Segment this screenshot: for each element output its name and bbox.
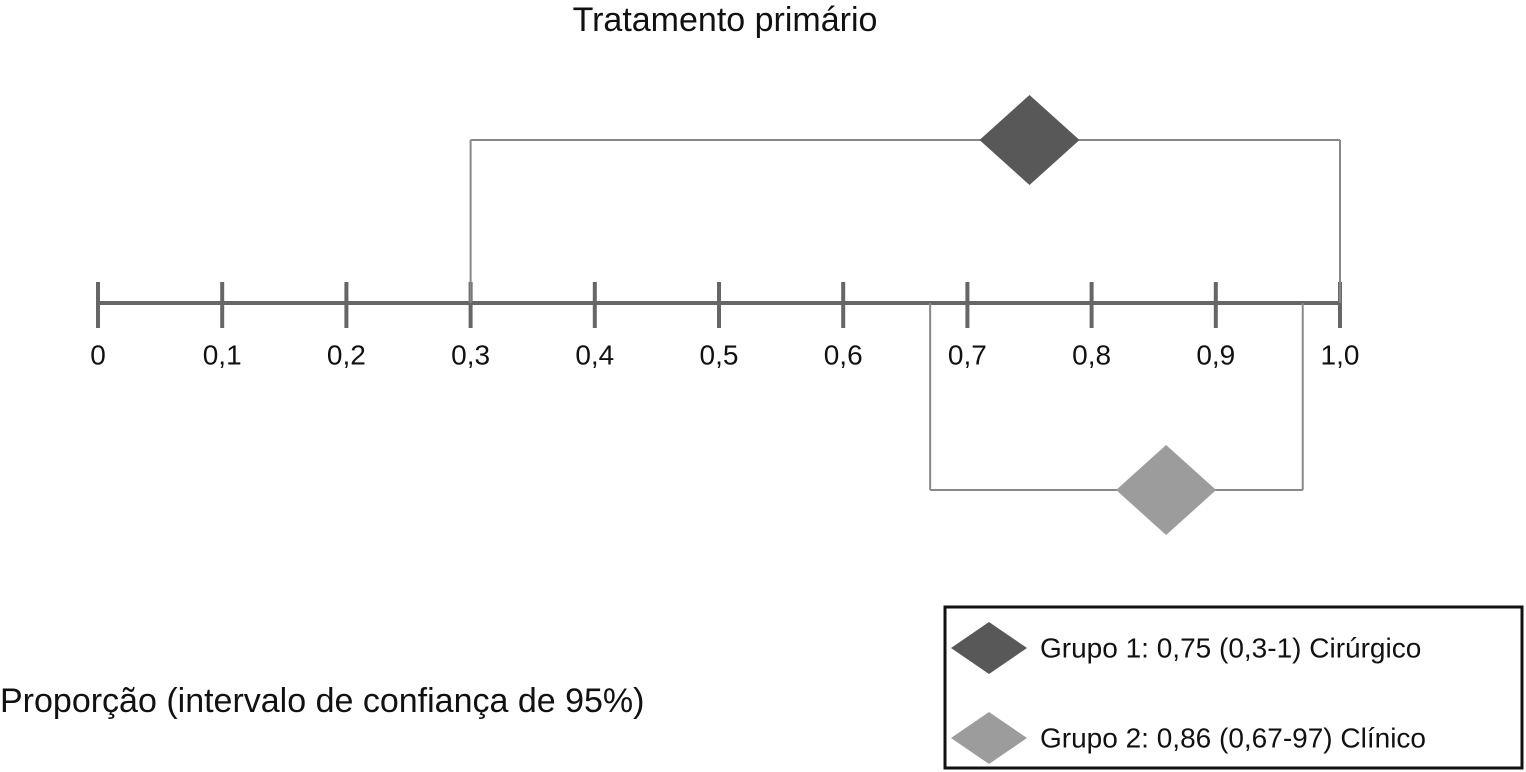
point-estimate: [1116, 445, 1217, 535]
legend-marker: [951, 712, 1027, 764]
x-tick-label: 0,3: [451, 339, 490, 370]
legend-label: Grupo 2: 0,86 (0,67-97) Clínico: [1040, 722, 1426, 753]
x-tick-label: 0,4: [575, 339, 614, 370]
legend-box: [943, 605, 1524, 770]
x-tick-label: 0: [90, 339, 106, 370]
x-tick-label: 0,9: [1196, 339, 1235, 370]
chart-title: Tratamento primário: [573, 1, 878, 39]
x-tick-label: 0,2: [327, 339, 366, 370]
point-estimate: [979, 95, 1080, 185]
x-tick-label: 0,8: [1072, 339, 1111, 370]
x-axis-label: Proporção (intervalo de confiança de 95%…: [0, 682, 645, 720]
x-tick-label: 0,6: [824, 339, 863, 370]
legend-label: Grupo 1: 0,75 (0,3-1) Cirúrgico: [1040, 632, 1421, 663]
legend-marker: [951, 622, 1027, 674]
x-tick-label: 0,5: [700, 339, 739, 370]
x-tick-label: 0,1: [203, 339, 242, 370]
x-tick-label: 1,0: [1321, 339, 1360, 370]
x-tick-label: 0,7: [948, 339, 987, 370]
